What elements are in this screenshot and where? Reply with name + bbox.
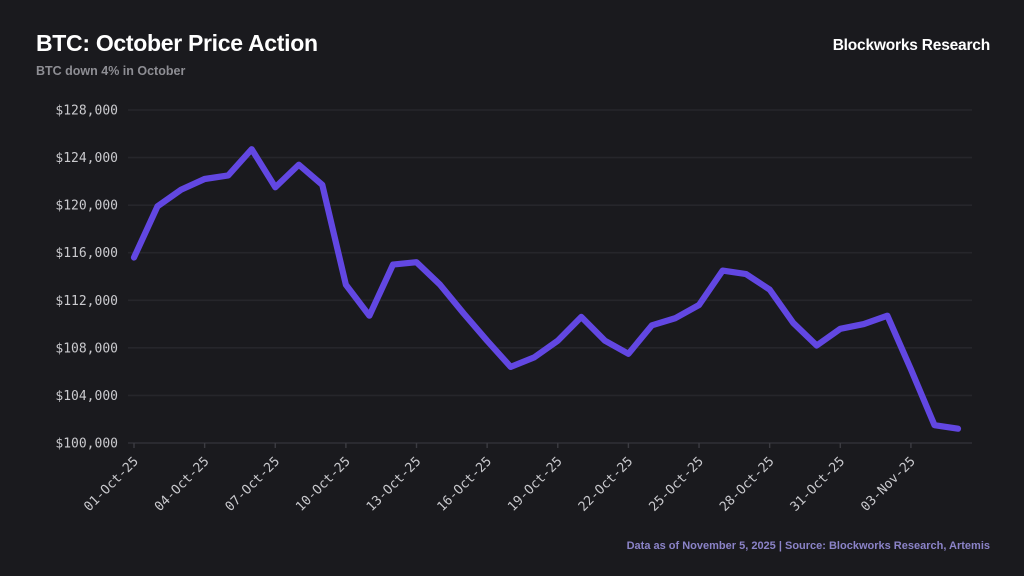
page-title: BTC: October Price Action bbox=[36, 30, 318, 56]
x-tick-label: 22-Oct-25 bbox=[576, 454, 636, 514]
x-tick-label: 19-Oct-25 bbox=[505, 454, 565, 514]
y-tick-label: $104,000 bbox=[55, 389, 118, 404]
y-tick-label: $108,000 bbox=[55, 341, 118, 356]
x-tick-label: 13-Oct-25 bbox=[364, 454, 424, 514]
x-tick-label: 10-Oct-25 bbox=[293, 454, 353, 514]
y-tick-label: $112,000 bbox=[55, 294, 118, 309]
source-note: Data as of November 5, 2025 | Source: Bl… bbox=[626, 540, 990, 552]
y-tick-label: $124,000 bbox=[55, 151, 118, 166]
x-tick-label: 25-Oct-25 bbox=[646, 454, 706, 514]
x-tick-label: 31-Oct-25 bbox=[788, 454, 848, 514]
brand-logo-text: Blockworks Research bbox=[832, 37, 991, 54]
x-tick-label: 03-Nov-25 bbox=[858, 454, 918, 514]
y-tick-label: $100,000 bbox=[55, 437, 118, 452]
x-tick-label: 28-Oct-25 bbox=[717, 454, 777, 514]
y-tick-label: $120,000 bbox=[55, 199, 118, 214]
x-tick-label: 01-Oct-25 bbox=[81, 454, 141, 514]
y-tick-label: $116,000 bbox=[55, 246, 118, 261]
y-tick-label: $128,000 bbox=[55, 104, 118, 119]
x-tick-label: 04-Oct-25 bbox=[152, 454, 212, 514]
price-line bbox=[130, 146, 962, 432]
x-tick-label: 16-Oct-25 bbox=[435, 454, 495, 514]
page-subtitle: BTC down 4% in October bbox=[36, 64, 186, 78]
x-tick-label: 07-Oct-25 bbox=[223, 454, 283, 514]
